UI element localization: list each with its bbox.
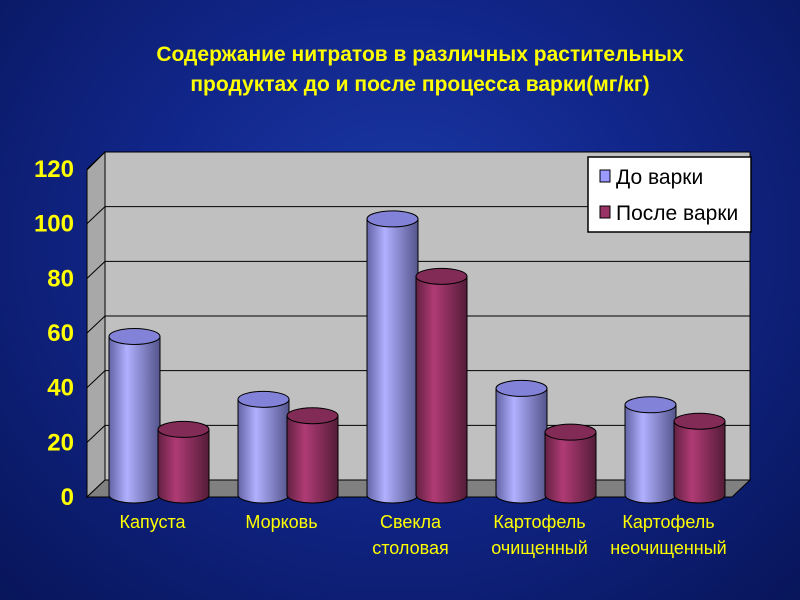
gridline-side bbox=[86, 260, 106, 279]
bar-body bbox=[415, 275, 468, 504]
bar-body bbox=[544, 431, 597, 504]
bar-body bbox=[237, 398, 290, 504]
y-tick-label: 40 bbox=[47, 375, 74, 402]
x-tick-label: Свекла столовая bbox=[372, 512, 449, 558]
y-axis-ticks: 0 20 40 60 80 100 120 bbox=[34, 156, 74, 511]
bar-top bbox=[108, 327, 161, 345]
chart-title: Содержание нитратов в различных растител… bbox=[156, 43, 684, 96]
bar bbox=[108, 327, 161, 504]
bar bbox=[673, 412, 726, 504]
gridline-side bbox=[86, 424, 106, 443]
legend: До варки После варки bbox=[587, 156, 752, 233]
bar-body bbox=[157, 428, 210, 504]
bar-body bbox=[366, 218, 419, 504]
x-tick-label: Морковь bbox=[245, 512, 317, 532]
x-tick-label: Картофель неочищенный bbox=[610, 512, 727, 558]
bar-top bbox=[673, 412, 726, 430]
bar-top bbox=[157, 420, 210, 438]
bar-top bbox=[624, 396, 677, 414]
bars bbox=[108, 210, 726, 504]
bar bbox=[366, 210, 419, 504]
bar-top bbox=[415, 267, 468, 285]
legend-box bbox=[587, 156, 752, 233]
y-tick-label: 100 bbox=[34, 211, 74, 238]
gridline-side bbox=[86, 370, 106, 389]
y-tick-label: 120 bbox=[34, 156, 74, 183]
x-tick-label: Картофель очищенный bbox=[491, 512, 588, 558]
y-tick-label: 60 bbox=[47, 320, 74, 347]
bar bbox=[495, 379, 548, 504]
bar-body bbox=[624, 404, 677, 504]
bar-body bbox=[286, 415, 339, 504]
bar bbox=[544, 423, 597, 504]
y-tick-label: 20 bbox=[47, 429, 74, 456]
legend-label: После варки bbox=[616, 202, 738, 225]
y-tick-label: 0 bbox=[61, 484, 74, 511]
bar-body bbox=[495, 387, 548, 504]
bar-top bbox=[495, 379, 548, 397]
gridline-side bbox=[86, 151, 106, 170]
y-tick-label: 80 bbox=[47, 265, 74, 292]
bar bbox=[415, 267, 468, 504]
bar bbox=[286, 407, 339, 504]
gridline-side bbox=[86, 206, 106, 225]
legend-swatch bbox=[599, 169, 611, 183]
bar-top bbox=[237, 390, 290, 408]
legend-swatch bbox=[599, 205, 611, 219]
legend-label: До варки bbox=[616, 166, 703, 189]
x-tick-label: Капуста bbox=[119, 512, 186, 532]
bar-top bbox=[366, 210, 419, 228]
bar-body bbox=[673, 420, 726, 504]
gridline-side bbox=[86, 315, 106, 334]
x-axis-ticks: Капуста Морковь Свекла столовая Картофель очи… bbox=[119, 512, 726, 558]
bar bbox=[157, 420, 210, 504]
bar bbox=[624, 396, 677, 504]
bar-body bbox=[108, 335, 161, 504]
bar-top bbox=[286, 407, 339, 425]
bar-top bbox=[544, 423, 597, 441]
bar bbox=[237, 390, 290, 504]
